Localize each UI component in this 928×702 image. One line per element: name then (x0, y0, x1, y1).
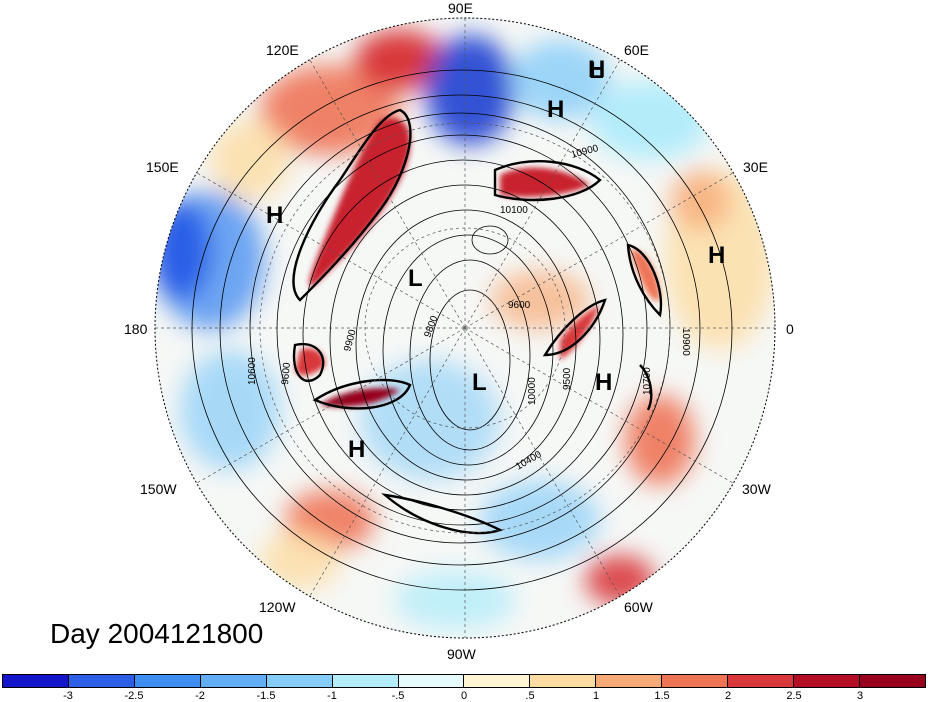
contour-label: 10000 (527, 377, 538, 405)
contour-label: 9500 (562, 367, 573, 390)
colorbar-tick-label: -3 (63, 690, 73, 702)
lon-label-90w: 90W (447, 646, 477, 662)
pressure-center-high: H (588, 56, 605, 83)
polar-map: 90E 60E 120E 150E 30E 180 0 150W 30W 120… (124, 0, 794, 662)
lon-label-150w: 150W (140, 481, 177, 497)
colorbar-tick-label: -1.5 (256, 690, 276, 702)
lon-label-60w: 60W (624, 599, 654, 615)
colorbar-swatch (530, 675, 597, 687)
colorbar-swatch (3, 675, 69, 687)
colorbar-tick-label: -1 (327, 690, 337, 702)
lon-label-120e: 120E (266, 42, 299, 58)
colorbar-tick-label: 2.5 (786, 690, 802, 702)
colorbar-swatch (464, 675, 531, 687)
lon-label-180: 180 (124, 321, 148, 337)
contour-label: 10700 (642, 367, 653, 395)
colorbar-tick-label: 1 (592, 690, 600, 702)
graticule (155, 18, 775, 638)
colorbar-swatch (859, 675, 925, 687)
colorbar-swatch (398, 675, 465, 687)
pressure-center-high: H (266, 202, 283, 229)
colorbar-swatch (662, 675, 729, 687)
contour-label: 10100 (500, 205, 528, 216)
pressure-center-low: L (408, 265, 423, 292)
colorbar-tick-label: -.5 (391, 690, 405, 702)
contour-label: 10900 (680, 328, 691, 356)
colorbar-tick-label: -2 (195, 690, 205, 702)
colorbar-tick-label: 3 (856, 690, 864, 702)
colorbar-swatch (266, 675, 333, 687)
pressure-center-low: L (589, 57, 604, 84)
lon-label-30w: 30W (742, 481, 772, 497)
colorbar-tick-label: 1.5 (654, 690, 670, 702)
colorbar-tick-label: 0 (460, 690, 468, 702)
lon-label-90e: 90E (448, 0, 473, 16)
colorbar-tick-label: 2 (724, 690, 732, 702)
lon-label-0: 0 (786, 321, 794, 337)
day-label: Day 2004121800 (50, 618, 264, 649)
pressure-center-low: L (472, 369, 487, 396)
colorbar-swatch (200, 675, 267, 687)
lon-label-120w: 120W (259, 599, 296, 615)
colorbar-swatch (596, 675, 663, 687)
map-boundary (154, 17, 776, 639)
colorbar: -3 -2.5 -2 -1.5 -1 -.5 0 .5 1 1.5 2 2.5 3 (0, 674, 928, 702)
lon-label-60e: 60E (624, 42, 649, 58)
colorbar-swatch (332, 675, 399, 687)
pressure-center-high: H (348, 436, 365, 463)
jet-outlines (292, 108, 663, 535)
colorbar-swatch (68, 675, 135, 687)
colorbar-swatches (2, 674, 926, 688)
lon-label-30e: 30E (743, 159, 768, 175)
pressure-center-high: H (708, 242, 725, 269)
colorbar-swatch (134, 675, 201, 687)
colorbar-tick-label: .5 (525, 690, 535, 702)
contour-label: 9600 (508, 300, 531, 311)
pressure-center-high: H (595, 369, 612, 396)
colorbar-tick-label: -2.5 (124, 690, 144, 702)
height-contours (191, 69, 733, 591)
colorbar-swatch (728, 675, 795, 687)
contour-label: 9600 (280, 362, 293, 386)
colorbar-swatch (794, 675, 860, 687)
lon-label-150e: 150E (146, 159, 179, 175)
pressure-center-high: H (547, 96, 564, 123)
contour-label: 10600 (247, 357, 258, 385)
